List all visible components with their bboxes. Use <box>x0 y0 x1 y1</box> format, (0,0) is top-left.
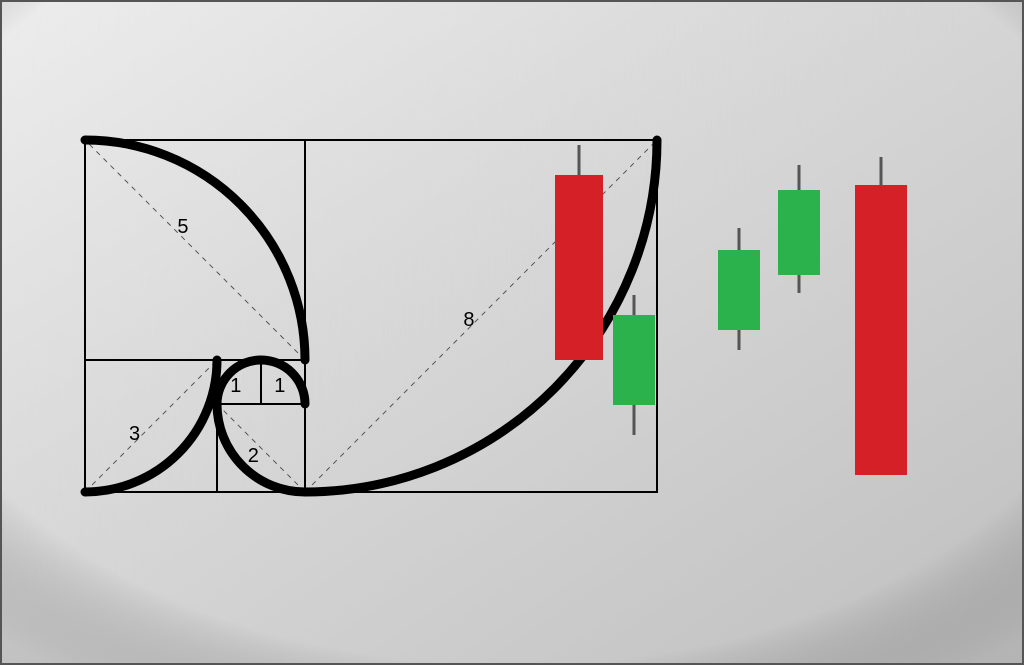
fibonacci-number-label: 1 <box>230 375 241 398</box>
candlestick-green <box>613 295 655 435</box>
fibonacci-number-label: 2 <box>248 445 259 468</box>
candlestick-red <box>855 157 907 475</box>
candle-body <box>855 185 907 475</box>
diagram-layer <box>0 0 1024 665</box>
fibonacci-number-label: 3 <box>129 423 140 446</box>
candle-body <box>778 190 820 275</box>
candle-body <box>555 175 603 360</box>
fibonacci-trading-infographic: 8 5 3 2 1 1 <box>0 0 1024 665</box>
candlestick-green <box>718 228 760 350</box>
fibonacci-number-label: 1 <box>274 375 285 398</box>
fibonacci-number-label: 8 <box>463 309 474 332</box>
candle-body <box>613 315 655 405</box>
candlestick-green <box>778 165 820 293</box>
fibonacci-diagonal <box>305 140 657 492</box>
candlestick-red <box>555 145 603 360</box>
candlestick-chart <box>555 145 907 475</box>
fibonacci-number-label: 5 <box>177 216 188 239</box>
candle-body <box>718 250 760 330</box>
